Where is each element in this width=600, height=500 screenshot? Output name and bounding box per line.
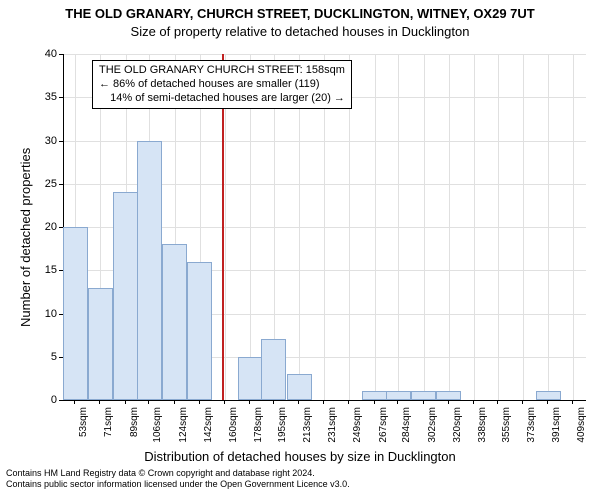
x-tick-label: 231sqm (327, 407, 338, 451)
x-tick-mark (148, 400, 149, 404)
y-tick-label: 30 (33, 135, 57, 147)
histogram-bar (386, 391, 411, 400)
x-tick-mark (174, 400, 175, 404)
y-tick-label: 35 (33, 91, 57, 103)
gridline-v (449, 54, 450, 400)
y-tick-mark (59, 54, 63, 55)
y-tick-mark (59, 184, 63, 185)
annotation-line: 14% of semi-detached houses are larger (… (99, 92, 345, 106)
x-tick-label: 249sqm (352, 407, 363, 451)
x-tick-label: 195sqm (277, 407, 288, 451)
histogram-bar (162, 244, 187, 400)
x-tick-label: 338sqm (477, 407, 488, 451)
histogram-bar (362, 391, 387, 400)
y-tick-label: 10 (33, 308, 57, 320)
x-tick-label: 71sqm (103, 407, 114, 451)
y-tick-label: 15 (33, 264, 57, 276)
x-tick-label: 89sqm (129, 407, 140, 451)
histogram-bar (436, 391, 461, 400)
x-tick-mark (522, 400, 523, 404)
x-tick-mark (99, 400, 100, 404)
x-tick-label: 124sqm (178, 407, 189, 451)
x-tick-label: 284sqm (401, 407, 412, 451)
gridline-v (398, 54, 399, 400)
y-tick-label: 20 (33, 221, 57, 233)
x-tick-label: 302sqm (427, 407, 438, 451)
gridline-v (548, 54, 549, 400)
histogram-bar (261, 339, 286, 400)
x-tick-mark (199, 400, 200, 404)
x-tick-label: 53sqm (78, 407, 89, 451)
x-tick-mark (298, 400, 299, 404)
x-tick-mark (497, 400, 498, 404)
gridline-v (375, 54, 376, 400)
x-tick-label: 355sqm (501, 407, 512, 451)
x-tick-mark (473, 400, 474, 404)
y-tick-mark (59, 314, 63, 315)
y-tick-label: 40 (33, 48, 57, 60)
gridline-v (498, 54, 499, 400)
x-tick-label: 142sqm (203, 407, 214, 451)
x-tick-mark (125, 400, 126, 404)
x-tick-mark (423, 400, 424, 404)
x-tick-label: 213sqm (302, 407, 313, 451)
footer-attribution: Contains HM Land Registry data © Crown c… (6, 468, 350, 491)
x-tick-mark (374, 400, 375, 404)
x-tick-mark (448, 400, 449, 404)
x-tick-mark (397, 400, 398, 404)
y-tick-mark (59, 270, 63, 271)
plot-area: THE OLD GRANARY CHURCH STREET: 158sqm← 8… (63, 54, 586, 401)
x-tick-label: 267sqm (378, 407, 389, 451)
annotation-box: THE OLD GRANARY CHURCH STREET: 158sqm← 8… (92, 60, 352, 109)
y-tick-label: 5 (33, 351, 57, 363)
annotation-line: THE OLD GRANARY CHURCH STREET: 158sqm (99, 64, 345, 78)
gridline-v (523, 54, 524, 400)
histogram-bar (63, 227, 88, 400)
histogram-bar (536, 391, 561, 400)
x-tick-label: 106sqm (152, 407, 163, 451)
x-axis-label: Distribution of detached houses by size … (0, 449, 600, 464)
x-tick-mark (74, 400, 75, 404)
histogram-bar (113, 192, 138, 400)
y-tick-mark (59, 141, 63, 142)
x-tick-mark (249, 400, 250, 404)
histogram-bar (287, 374, 312, 400)
y-axis-label: Number of detached properties (18, 148, 33, 327)
histogram-bar (137, 141, 162, 401)
x-tick-mark (348, 400, 349, 404)
x-tick-label: 178sqm (253, 407, 264, 451)
annotation-line: ← 86% of detached houses are smaller (11… (99, 78, 345, 92)
y-tick-label: 25 (33, 178, 57, 190)
x-tick-label: 160sqm (228, 407, 239, 451)
x-tick-label: 320sqm (452, 407, 463, 451)
x-tick-mark (547, 400, 548, 404)
footer-line-2: Contains public sector information licen… (6, 479, 350, 490)
gridline-v (474, 54, 475, 400)
x-tick-mark (572, 400, 573, 404)
y-tick-label: 0 (33, 394, 57, 406)
footer-line-1: Contains HM Land Registry data © Crown c… (6, 468, 350, 479)
y-tick-mark (59, 227, 63, 228)
y-tick-mark (59, 400, 63, 401)
chart-title-main: THE OLD GRANARY, CHURCH STREET, DUCKLING… (0, 6, 600, 21)
y-tick-mark (59, 97, 63, 98)
gridline-v (424, 54, 425, 400)
x-tick-label: 391sqm (551, 407, 562, 451)
histogram-bar (238, 357, 263, 400)
gridline-v (573, 54, 574, 400)
y-tick-mark (59, 357, 63, 358)
histogram-bar (411, 391, 436, 400)
x-tick-mark (273, 400, 274, 404)
x-tick-mark (323, 400, 324, 404)
x-tick-label: 409sqm (576, 407, 587, 451)
histogram-bar (88, 288, 113, 400)
x-tick-mark (224, 400, 225, 404)
chart-title-sub: Size of property relative to detached ho… (0, 24, 600, 39)
histogram-bar (187, 262, 212, 400)
x-tick-label: 373sqm (526, 407, 537, 451)
